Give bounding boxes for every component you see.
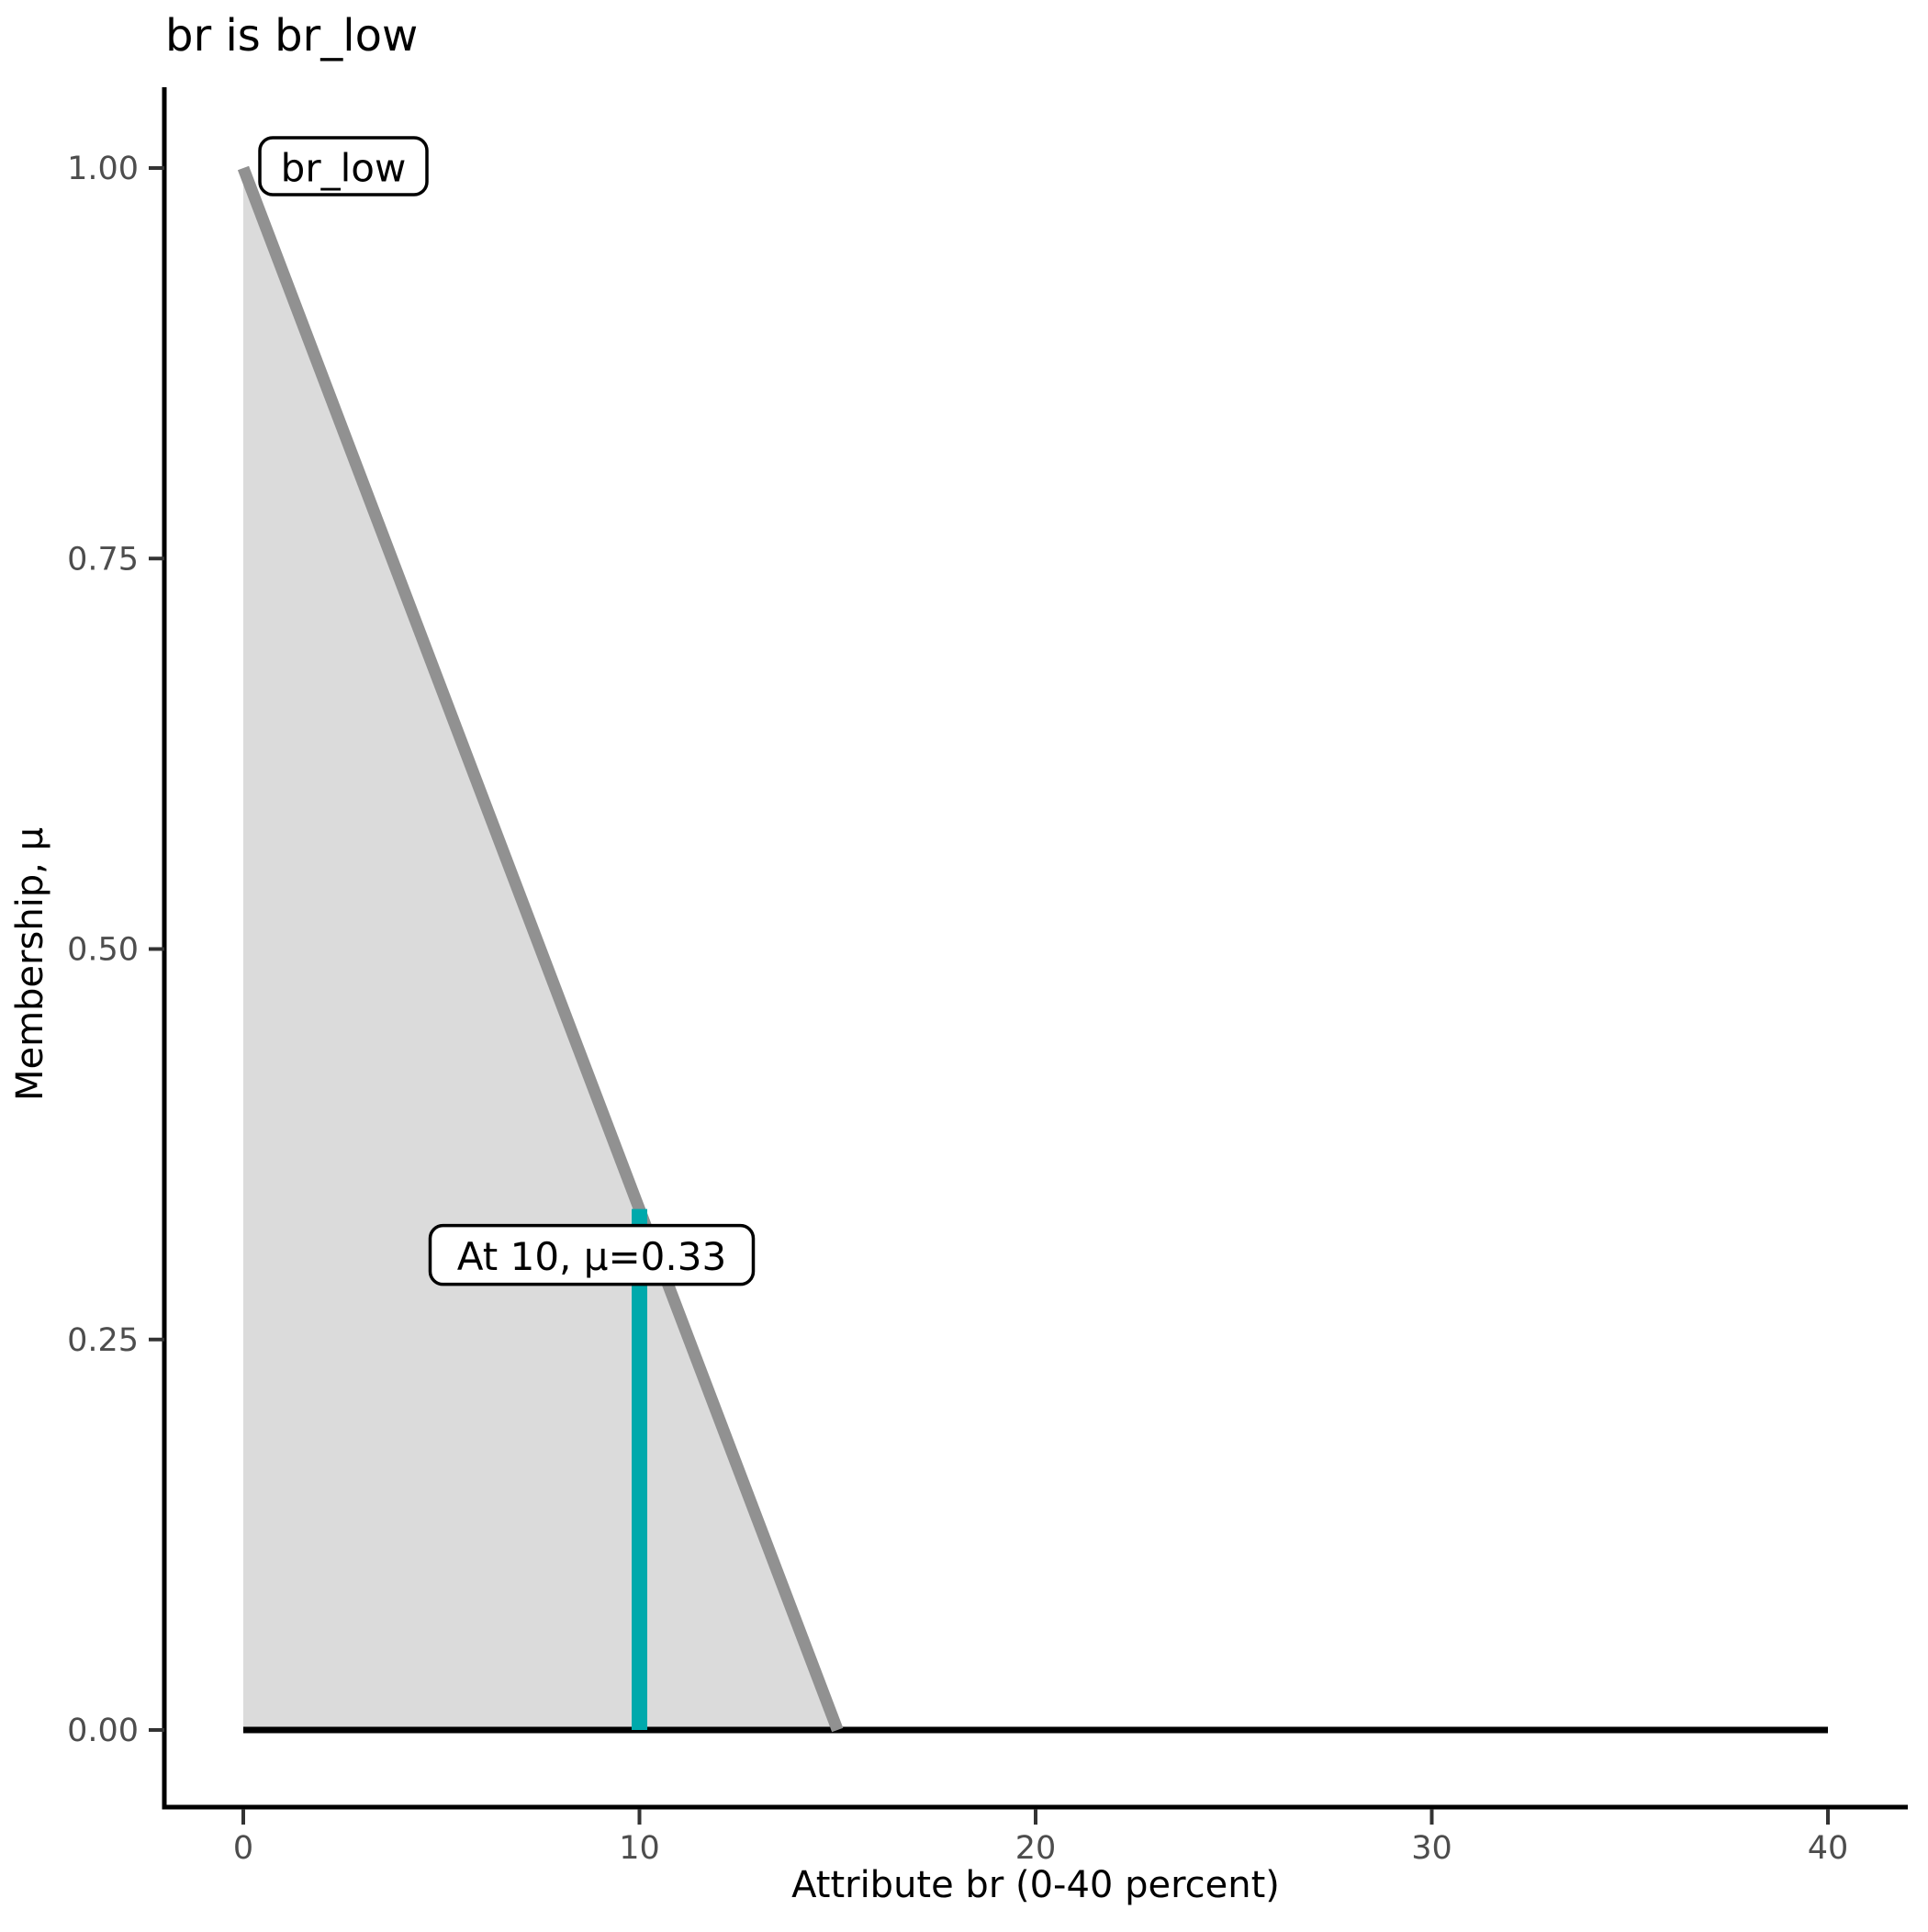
x-tick-label: 20 xyxy=(1015,1830,1057,1867)
y-tick-label: 1.00 xyxy=(67,151,139,187)
annotation-marker-value-text: At 10, μ=0.33 xyxy=(457,1234,726,1279)
annotation-br-low-text: br_low xyxy=(281,146,407,191)
y-axis-title: Membership, μ xyxy=(9,827,51,1101)
x-axis-ticks: 0 10 20 30 40 xyxy=(233,1809,1848,1867)
y-tick-label: 0.25 xyxy=(67,1322,139,1359)
x-axis-title: Attribute br (0-40 percent) xyxy=(791,1864,1280,1906)
annotation-marker-value-box xyxy=(428,1223,756,1286)
y-tick-label: 0.75 xyxy=(67,541,139,578)
x-tick-label: 10 xyxy=(619,1830,660,1867)
annotation-marker-value: At 10, μ=0.33 xyxy=(428,1223,756,1286)
y-tick-label: 0.50 xyxy=(67,932,139,969)
annotation-br-low: br_low xyxy=(258,136,429,197)
chart-title: br is br_low xyxy=(165,10,418,62)
annotation-br-low-box xyxy=(258,136,429,197)
x-tick-label: 0 xyxy=(233,1830,253,1867)
x-tick-label: 40 xyxy=(1808,1830,1849,1867)
y-axis-ticks: 0.00 0.25 0.50 0.75 1.00 xyxy=(67,151,164,1749)
membership-function-line xyxy=(237,165,844,1733)
y-tick-label: 0.00 xyxy=(67,1713,139,1749)
x-tick-label: 30 xyxy=(1411,1830,1452,1867)
